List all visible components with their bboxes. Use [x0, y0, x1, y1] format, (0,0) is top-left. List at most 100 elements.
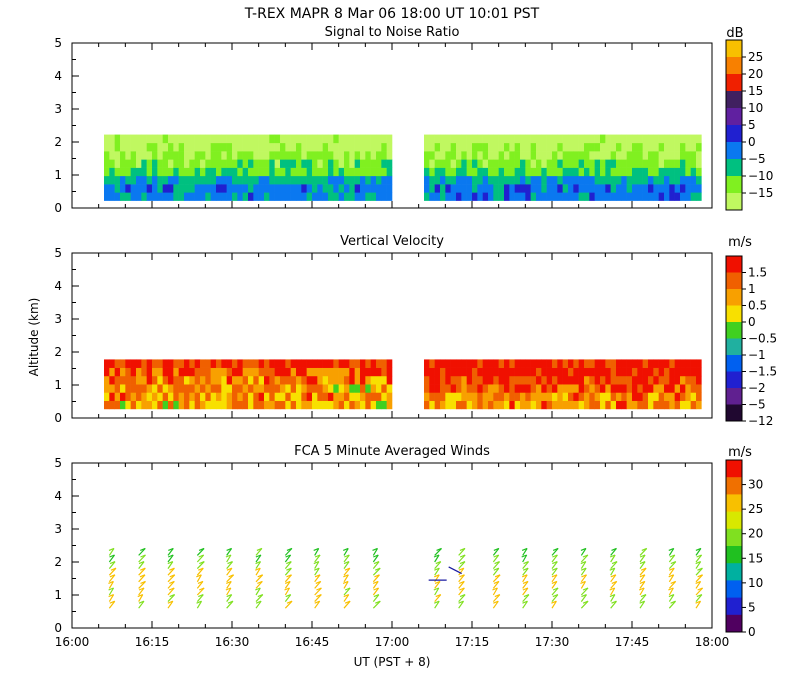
- y-tick-label: 3: [54, 522, 62, 536]
- snr-cell: [381, 175, 387, 185]
- velocity-cell: [173, 392, 179, 401]
- snr-cell: [370, 167, 377, 177]
- wind-barb-shaft: [138, 574, 146, 583]
- snr-cell: [189, 192, 195, 201]
- snr-cell: [520, 175, 526, 185]
- snr-cell: [546, 184, 553, 193]
- velocity-cell: [557, 367, 563, 377]
- velocity-cell: [482, 392, 489, 401]
- snr-cell: [632, 151, 638, 160]
- velocity-cell: [386, 375, 393, 385]
- wind-barb-shaft: [372, 587, 380, 596]
- snr-cell: [141, 192, 147, 201]
- snr-cell: [317, 184, 323, 193]
- velocity-cell: [162, 367, 169, 377]
- snr-cell: [568, 167, 574, 177]
- velocity-cell: [173, 384, 179, 393]
- snr-cell: [573, 184, 579, 193]
- snr-cell: [680, 184, 686, 193]
- snr-cell: [146, 167, 153, 177]
- velocity-cell: [594, 375, 601, 385]
- snr-cell: [466, 184, 473, 193]
- snr-cell: [568, 192, 574, 201]
- snr-cell: [674, 134, 681, 144]
- velocity-cell: [258, 375, 265, 385]
- velocity-cell: [376, 375, 382, 385]
- wind-barb-shaft: [196, 581, 204, 589]
- snr-cell: [429, 134, 435, 144]
- snr-cell: [584, 175, 590, 185]
- velocity-cell: [146, 392, 153, 401]
- snr-cell: [242, 142, 249, 152]
- snr-cell: [189, 134, 195, 144]
- snr-cell: [360, 184, 366, 193]
- velocity-cell: [557, 392, 563, 401]
- snr-cell: [648, 167, 654, 177]
- wind-barb-flag: [225, 587, 232, 591]
- wind-barb-flag: [434, 574, 440, 578]
- wind-barb-flag: [697, 574, 703, 578]
- snr-cell: [648, 192, 654, 201]
- wind-barb-flag: [640, 567, 647, 571]
- wind-barb-flag: [670, 561, 677, 565]
- colorbar-swatch: [726, 371, 742, 389]
- velocity-cell: [669, 400, 675, 410]
- colorbar-label: 10: [748, 576, 763, 590]
- snr-cell: [536, 151, 542, 160]
- velocity-cell: [520, 392, 526, 401]
- wind-barb-shaft: [314, 548, 320, 556]
- snr-cell: [557, 167, 563, 177]
- snr-cell: [685, 167, 691, 177]
- velocity-cell: [648, 359, 654, 368]
- velocity-cell: [674, 392, 681, 401]
- snr-cell: [520, 184, 526, 193]
- wind-barb-shaft: [639, 554, 646, 563]
- velocity-cell: [370, 392, 377, 401]
- velocity-cell: [360, 384, 366, 393]
- wind-barb-flag: [493, 554, 499, 558]
- velocity-cell: [445, 375, 451, 385]
- velocity-cell: [365, 392, 371, 401]
- velocity-cell: [285, 400, 291, 410]
- velocity-cell: [637, 375, 643, 385]
- velocity-cell: [429, 392, 435, 401]
- velocity-cell: [344, 359, 350, 368]
- snr-cell: [488, 192, 494, 201]
- velocity-cell: [344, 375, 350, 385]
- velocity-cell: [482, 400, 489, 410]
- velocity-cell: [136, 392, 142, 401]
- wind-barb-shaft: [167, 574, 176, 583]
- colorbar-swatch: [726, 322, 742, 339]
- velocity-cell: [568, 359, 574, 368]
- velocity-cell: [168, 400, 174, 410]
- snr-cell: [210, 134, 217, 144]
- snr-cell: [525, 142, 531, 152]
- snr-cell: [472, 151, 478, 160]
- wind-barb-flag: [168, 587, 175, 591]
- snr-cell: [146, 184, 153, 193]
- velocity-cell: [616, 367, 622, 377]
- snr-cell: [258, 184, 265, 193]
- velocity-cell: [493, 400, 499, 410]
- snr-cell: [221, 184, 227, 193]
- velocity-cell: [520, 384, 526, 393]
- velocity-cell: [136, 400, 142, 410]
- velocity-cell: [200, 392, 206, 401]
- wind-barb-flag: [316, 587, 322, 591]
- wind-barb-shaft: [458, 587, 465, 596]
- snr-cell: [381, 167, 387, 177]
- snr-cell: [482, 184, 489, 193]
- snr-cell: [162, 167, 169, 177]
- snr-cell: [584, 184, 590, 193]
- wind-barb-flag: [551, 580, 558, 584]
- snr-cell: [669, 134, 675, 144]
- colorbar-label: −1: [748, 348, 766, 362]
- snr-cell: [333, 184, 339, 193]
- snr-cell: [637, 192, 643, 201]
- snr-cell: [466, 167, 473, 177]
- velocity-cell: [264, 375, 270, 385]
- snr-cell: [685, 192, 691, 201]
- snr-cell: [194, 192, 201, 201]
- velocity-cell: [232, 375, 238, 385]
